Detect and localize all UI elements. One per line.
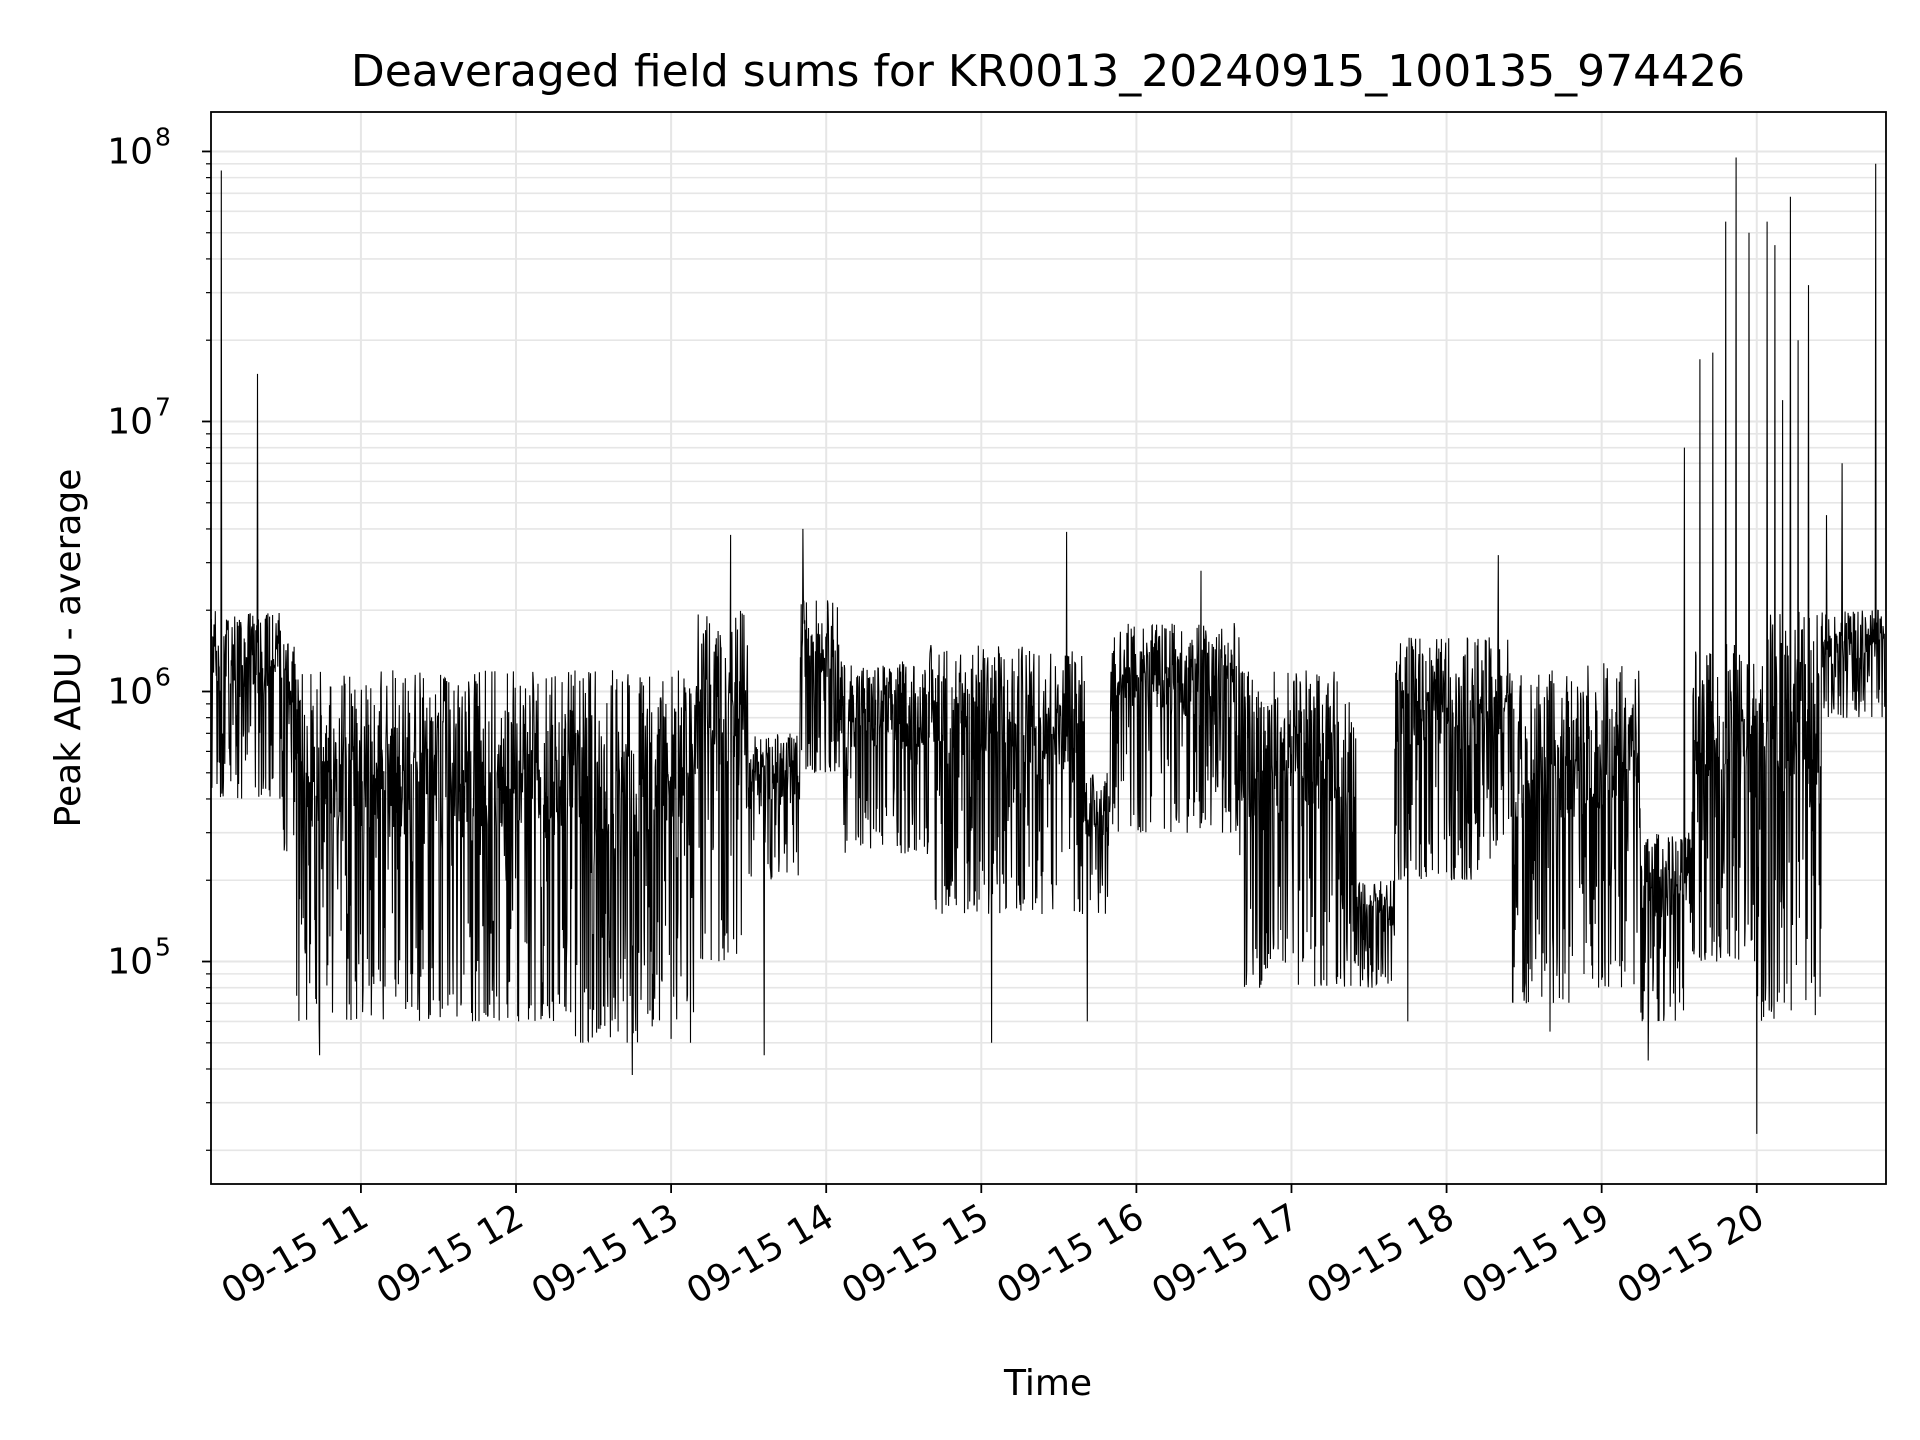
y-tick-label-exponent: 5 xyxy=(155,933,171,962)
y-tick-label: 10 xyxy=(107,672,153,713)
y-tick-label-exponent: 7 xyxy=(155,392,171,421)
data-layer xyxy=(211,157,1886,1134)
y-tick-label-exponent: 8 xyxy=(155,122,171,151)
series-line xyxy=(211,157,1886,1134)
plot-frame xyxy=(210,111,1887,1185)
y-tick-label: 10 xyxy=(107,131,153,172)
y-tick-label-exponent: 6 xyxy=(155,663,171,692)
y-axis-label: Peak ADU - average xyxy=(48,469,89,828)
x-axis-label: Time xyxy=(1003,1363,1092,1404)
y-tick-label: 10 xyxy=(107,401,153,442)
y-tick-label: 10 xyxy=(107,942,153,983)
chart-title: Deaveraged field sums for KR0013_2024091… xyxy=(351,46,1745,97)
